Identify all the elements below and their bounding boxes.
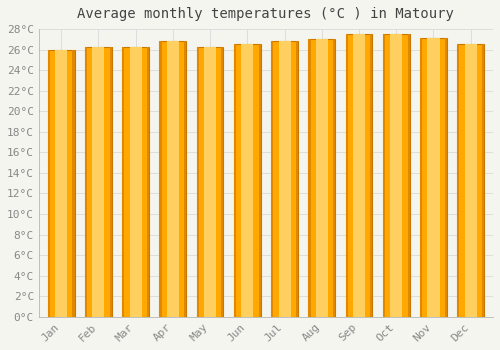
Bar [55, 50, 67, 317]
Title: Average monthly temperatures (°C ) in Matoury: Average monthly temperatures (°C ) in Ma… [78, 7, 454, 21]
Bar [316, 39, 328, 317]
Bar [234, 44, 260, 317]
Bar [85, 47, 112, 317]
Bar [147, 47, 149, 317]
Bar [458, 44, 460, 317]
Bar [72, 50, 74, 317]
Bar [428, 38, 440, 317]
Bar [420, 38, 422, 317]
Bar [308, 39, 335, 317]
Bar [184, 41, 186, 317]
Bar [110, 47, 112, 317]
Bar [234, 44, 236, 317]
Bar [204, 47, 216, 317]
Bar [353, 34, 365, 317]
Bar [408, 34, 410, 317]
Bar [48, 50, 50, 317]
Bar [222, 47, 224, 317]
Bar [333, 39, 335, 317]
Bar [390, 34, 402, 317]
Bar [346, 34, 348, 317]
Bar [196, 47, 199, 317]
Bar [482, 44, 484, 317]
Bar [160, 41, 162, 317]
Bar [296, 41, 298, 317]
Bar [383, 34, 409, 317]
Bar [122, 47, 124, 317]
Bar [444, 38, 447, 317]
Bar [458, 44, 484, 317]
Bar [85, 47, 87, 317]
Bar [196, 47, 224, 317]
Bar [346, 34, 372, 317]
Bar [271, 41, 298, 317]
Bar [130, 47, 141, 317]
Bar [370, 34, 372, 317]
Bar [167, 41, 179, 317]
Bar [420, 38, 447, 317]
Bar [464, 44, 476, 317]
Bar [278, 41, 290, 317]
Bar [258, 44, 260, 317]
Bar [242, 44, 254, 317]
Bar [308, 39, 310, 317]
Bar [92, 47, 104, 317]
Bar [383, 34, 385, 317]
Bar [271, 41, 274, 317]
Bar [122, 47, 149, 317]
Bar [48, 50, 74, 317]
Bar [160, 41, 186, 317]
